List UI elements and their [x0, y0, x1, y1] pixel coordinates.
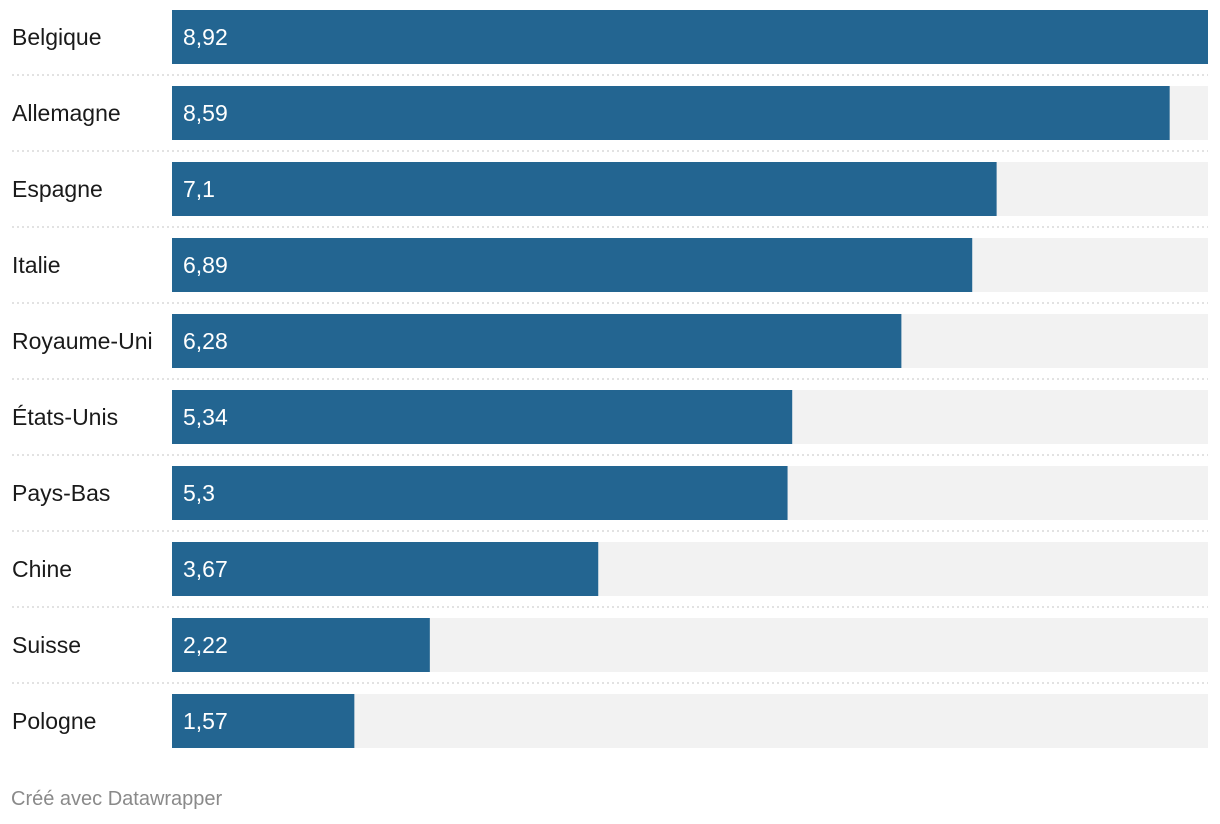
- value-label: 8,92: [183, 24, 228, 50]
- category-label: Chine: [12, 556, 72, 582]
- bar-row: Belgique 8,92: [12, 10, 1208, 64]
- value-label: 6,28: [183, 328, 228, 354]
- bar: [172, 314, 902, 368]
- bar: [172, 86, 1170, 140]
- bar: [172, 694, 355, 748]
- category-label: Italie: [12, 252, 61, 278]
- category-label: Pologne: [12, 708, 96, 734]
- bar: [172, 542, 599, 596]
- bar: [172, 10, 1208, 64]
- bar-row: Pologne 1,57: [12, 694, 1208, 748]
- bar-row: États-Unis 5,34: [12, 390, 1208, 444]
- bar-row: Allemagne 8,59: [12, 86, 1208, 140]
- category-label: Royaume-Uni: [12, 328, 153, 354]
- category-label: Allemagne: [12, 100, 121, 126]
- value-label: 8,59: [183, 100, 228, 126]
- category-label: Pays-Bas: [12, 480, 110, 506]
- bar-row: Suisse 2,22: [12, 618, 1208, 672]
- value-label: 2,22: [183, 632, 228, 658]
- value-label: 6,89: [183, 252, 228, 278]
- bar-row: Pays-Bas 5,3: [12, 466, 1208, 520]
- bar-row: Royaume-Uni 6,28: [12, 314, 1208, 368]
- category-label: Suisse: [12, 632, 81, 658]
- bar: [172, 238, 973, 292]
- bar: [172, 618, 430, 672]
- bar: [172, 390, 793, 444]
- bar-row: Chine 3,67: [12, 542, 1208, 596]
- value-label: 5,34: [183, 404, 228, 430]
- bar-chart: Belgique 8,92 Allemagne 8,59 Espagne 7,1 Itali…: [12, 10, 1208, 748]
- category-label: Belgique: [12, 24, 102, 50]
- value-label: 3,67: [183, 556, 228, 582]
- bar-row: Espagne 7,1: [12, 162, 1208, 216]
- value-label: 5,3: [183, 480, 215, 506]
- value-label: 7,1: [183, 176, 215, 202]
- category-label: Espagne: [12, 176, 103, 202]
- bar: [172, 466, 788, 520]
- category-label: États-Unis: [12, 404, 118, 430]
- bar: [172, 162, 997, 216]
- bar-row: Italie 6,89: [12, 238, 1208, 292]
- datawrapper-credit-link[interactable]: Créé avec Datawrapper: [11, 788, 223, 810]
- value-label: 1,57: [183, 708, 228, 734]
